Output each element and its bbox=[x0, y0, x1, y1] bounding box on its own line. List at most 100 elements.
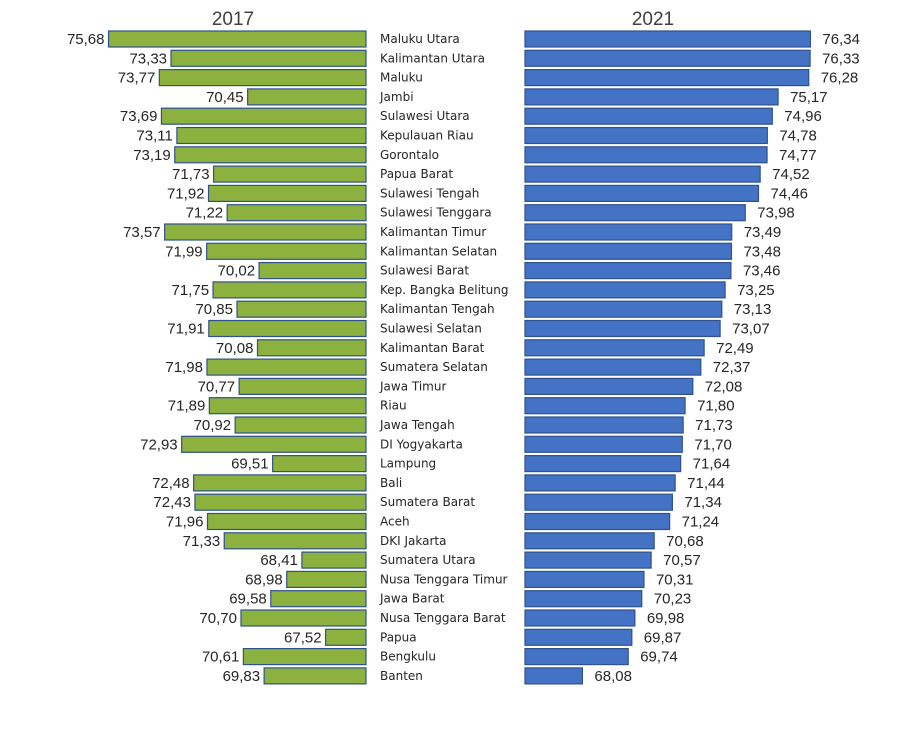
left-bar bbox=[206, 242, 367, 260]
right-value-label: 71,70 bbox=[694, 436, 732, 453]
right-bar bbox=[524, 435, 683, 453]
category-label: Lampung bbox=[380, 457, 436, 471]
category-labels: Maluku Utara Kalimantan Utara Maluku Jambi S… bbox=[379, 32, 508, 683]
right-bar bbox=[524, 107, 773, 125]
left-bar bbox=[272, 455, 367, 473]
left-value-label: 73,77 bbox=[118, 70, 156, 87]
right-bar bbox=[524, 532, 655, 550]
category-label: Gorontalo bbox=[380, 148, 439, 162]
category-label: Maluku bbox=[380, 71, 423, 85]
left-value-label: 71,99 bbox=[165, 243, 203, 260]
category-label: Sumatera Utara bbox=[380, 553, 476, 567]
right-value-label: 72,37 bbox=[713, 359, 751, 376]
right-bar bbox=[524, 590, 643, 608]
right-value-label: 71,73 bbox=[695, 417, 733, 434]
left-value-label: 70,61 bbox=[202, 649, 240, 666]
left-bar bbox=[176, 126, 367, 145]
category-label: Nusa Tenggara Timur bbox=[380, 572, 508, 586]
category-label: Sulawesi Tenggara bbox=[380, 206, 492, 220]
right-bar bbox=[524, 609, 636, 627]
left-value-label: 70,77 bbox=[198, 378, 236, 395]
right-bar bbox=[524, 319, 721, 338]
left-value-label: 70,85 bbox=[195, 301, 233, 318]
left-bar bbox=[212, 165, 367, 183]
right-bar bbox=[524, 262, 732, 280]
right-value-label: 73,25 bbox=[737, 282, 775, 299]
left-bar bbox=[236, 300, 367, 318]
left-value-label: 70,45 bbox=[206, 89, 244, 106]
right-value-label: 73,13 bbox=[734, 301, 772, 318]
right-value-label: 76,34 bbox=[822, 31, 860, 48]
left-value-label: 69,51 bbox=[231, 456, 269, 473]
right-value-label: 72,08 bbox=[705, 378, 743, 395]
category-label: Riau bbox=[380, 399, 407, 413]
right-value-label: 73,48 bbox=[743, 243, 781, 260]
left-bar bbox=[234, 416, 367, 434]
left-value-label: 70,02 bbox=[218, 263, 256, 280]
left-value-label: 71,89 bbox=[168, 398, 206, 415]
left-bar bbox=[107, 30, 367, 48]
left-bar bbox=[226, 204, 367, 222]
left-bar bbox=[164, 223, 367, 241]
category-label: Kalimantan Utara bbox=[380, 51, 485, 65]
category-label: Papua Barat bbox=[380, 167, 453, 181]
left-value-label: 75,68 bbox=[67, 31, 105, 48]
left-value-label: 71,92 bbox=[167, 185, 205, 202]
right-bar bbox=[524, 667, 584, 685]
right-bar-series: 76,34 76,33 76,28 75,17 74,96 74,78 74,77 74,52… bbox=[524, 30, 860, 685]
left-bar bbox=[286, 570, 367, 589]
left-value-label: 71,96 bbox=[166, 514, 204, 531]
right-value-label: 68,08 bbox=[594, 668, 632, 685]
left-bar bbox=[207, 184, 367, 202]
left-bar bbox=[270, 590, 367, 608]
left-bar bbox=[256, 339, 367, 357]
left-value-label: 71,75 bbox=[172, 282, 210, 299]
category-label: Kalimantan Selatan bbox=[380, 244, 497, 258]
right-bar bbox=[524, 377, 694, 395]
right-bar bbox=[524, 551, 652, 569]
category-label: Sumatera Selatan bbox=[380, 360, 488, 374]
left-bar bbox=[174, 146, 367, 164]
left-value-label: 71,91 bbox=[167, 321, 205, 338]
right-bar bbox=[524, 628, 633, 646]
right-value-label: 70,23 bbox=[654, 591, 692, 608]
category-label: Jambi bbox=[379, 90, 414, 104]
left-bar bbox=[170, 49, 367, 67]
right-value-label: 71,64 bbox=[693, 456, 731, 473]
right-value-label: 75,17 bbox=[790, 89, 828, 106]
category-label: Kepulauan Riau bbox=[380, 129, 474, 143]
category-label: DKI Jakarta bbox=[380, 534, 446, 548]
left-bar-series: 75,68 73,33 73,77 70,45 73,69 73,11 73,1971,73… bbox=[67, 30, 367, 685]
right-bar bbox=[524, 570, 645, 589]
category-label: Jawa Timur bbox=[379, 379, 446, 393]
category-label: Jawa Barat bbox=[379, 592, 445, 606]
left-bar bbox=[181, 435, 367, 453]
left-bar bbox=[206, 358, 367, 376]
left-bar bbox=[223, 532, 367, 550]
right-value-label: 70,31 bbox=[656, 571, 694, 588]
left-value-label: 67,52 bbox=[284, 629, 322, 646]
category-label: Sulawesi Utara bbox=[380, 109, 470, 123]
left-value-label: 70,92 bbox=[194, 417, 232, 434]
right-bar bbox=[524, 474, 676, 492]
category-label: Aceh bbox=[380, 515, 410, 529]
left-value-label: 73,33 bbox=[129, 50, 167, 67]
right-value-label: 73,98 bbox=[757, 205, 795, 222]
right-bar bbox=[524, 165, 761, 183]
right-bar bbox=[524, 126, 768, 145]
right-bar bbox=[524, 223, 733, 241]
left-bar bbox=[238, 377, 367, 395]
right-value-label: 74,96 bbox=[784, 108, 822, 125]
right-bar bbox=[524, 88, 779, 106]
right-value-label: 71,80 bbox=[697, 398, 735, 415]
category-label: Bengkulu bbox=[380, 650, 436, 664]
right-bar bbox=[524, 512, 671, 531]
category-label: Kalimantan Barat bbox=[380, 341, 485, 355]
right-bar bbox=[524, 647, 629, 666]
right-bar bbox=[524, 300, 723, 318]
right-value-label: 69,87 bbox=[644, 629, 682, 646]
right-bar bbox=[524, 281, 726, 299]
left-panel-title: 2017 bbox=[212, 9, 254, 30]
right-value-label: 74,52 bbox=[772, 166, 810, 183]
right-value-label: 74,77 bbox=[779, 147, 817, 164]
